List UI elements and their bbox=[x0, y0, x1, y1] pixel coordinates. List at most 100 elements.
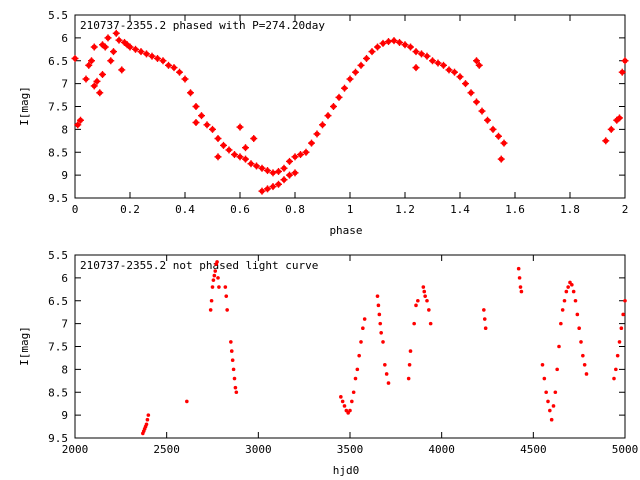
data-point bbox=[144, 422, 149, 427]
x-tick-label-top: 0.8 bbox=[285, 203, 305, 216]
data-point bbox=[489, 125, 497, 133]
data-point bbox=[110, 48, 117, 56]
data-point bbox=[414, 303, 418, 308]
x-tick-label-bottom: 4500 bbox=[520, 443, 547, 456]
data-point bbox=[319, 121, 326, 129]
data-point bbox=[351, 390, 356, 395]
data-point bbox=[232, 376, 237, 381]
data-point bbox=[132, 45, 139, 53]
data-point bbox=[231, 151, 238, 159]
x-axis-label-bottom: hjd0 bbox=[333, 464, 360, 477]
x-tick-label-bottom: 3500 bbox=[337, 443, 364, 456]
data-point bbox=[607, 125, 615, 133]
data-points-bottom bbox=[141, 260, 627, 436]
data-point bbox=[104, 34, 112, 42]
data-point bbox=[275, 180, 282, 188]
data-point bbox=[407, 43, 414, 51]
data-point bbox=[557, 344, 561, 349]
data-point bbox=[385, 38, 392, 46]
data-point bbox=[350, 399, 354, 404]
y-tick-label-top: 7.5 bbox=[48, 101, 68, 114]
data-point bbox=[412, 64, 420, 72]
data-point bbox=[203, 121, 211, 129]
x-tick-label-top: 1 bbox=[347, 203, 354, 216]
data-point bbox=[500, 139, 508, 147]
data-point bbox=[412, 48, 420, 56]
data-point bbox=[355, 367, 360, 372]
data-point bbox=[82, 75, 90, 83]
data-point bbox=[236, 123, 244, 131]
y-tick-label-bottom: 8.5 bbox=[48, 386, 68, 399]
data-point bbox=[374, 43, 381, 51]
data-point bbox=[542, 376, 547, 381]
data-point bbox=[422, 289, 427, 294]
data-point bbox=[544, 390, 548, 395]
x-tick-label-top: 0 bbox=[72, 203, 79, 216]
y-tick-label-top: 5.5 bbox=[48, 9, 68, 22]
data-point bbox=[462, 80, 469, 88]
data-point bbox=[101, 43, 109, 51]
data-point bbox=[291, 169, 299, 177]
data-point bbox=[390, 37, 398, 45]
data-point bbox=[352, 68, 359, 76]
data-points-top bbox=[71, 29, 629, 195]
data-point bbox=[621, 312, 625, 317]
data-point bbox=[551, 404, 556, 408]
data-point bbox=[353, 376, 358, 381]
x-tick-label-top: 1.4 bbox=[450, 203, 470, 216]
data-point bbox=[483, 326, 488, 331]
data-point bbox=[77, 116, 84, 124]
data-point bbox=[482, 308, 486, 312]
data-point bbox=[90, 82, 98, 90]
x-tick-label-bottom: 2500 bbox=[153, 443, 180, 456]
data-point bbox=[170, 64, 178, 72]
x-tick-label-bottom: 2000 bbox=[62, 443, 89, 456]
data-point bbox=[621, 57, 629, 65]
y-tick-label-bottom: 9 bbox=[61, 409, 68, 422]
data-point bbox=[359, 340, 363, 344]
data-point bbox=[575, 312, 580, 317]
data-point bbox=[230, 358, 235, 363]
data-point bbox=[236, 153, 244, 161]
data-point bbox=[416, 298, 420, 303]
data-point bbox=[383, 363, 387, 367]
x-tick-label-top: 1.8 bbox=[560, 203, 580, 216]
data-point bbox=[231, 367, 236, 372]
data-point bbox=[582, 363, 587, 367]
data-point bbox=[339, 395, 343, 399]
data-point bbox=[348, 408, 352, 413]
data-point bbox=[549, 417, 554, 422]
data-point bbox=[96, 89, 104, 97]
data-point bbox=[192, 119, 200, 127]
chart-title-bottom: 210737-2355.2 not phased light curve bbox=[80, 259, 318, 272]
data-point bbox=[143, 50, 150, 58]
data-point bbox=[198, 112, 205, 120]
data-point bbox=[584, 372, 589, 376]
data-point bbox=[250, 135, 258, 143]
data-point bbox=[378, 321, 383, 326]
y-axis-label-top: I[mag] bbox=[18, 86, 31, 126]
data-point bbox=[428, 321, 433, 326]
unphased-light-curve-panel: 210737-2355.2 not phased light curve hjd… bbox=[18, 249, 638, 477]
data-point bbox=[220, 141, 227, 149]
data-point bbox=[258, 164, 266, 172]
y-tick-label-bottom: 7.5 bbox=[48, 341, 68, 354]
data-point bbox=[546, 399, 550, 404]
data-point bbox=[362, 317, 367, 321]
data-point bbox=[341, 84, 348, 92]
x-tick-label-top: 0.2 bbox=[120, 203, 140, 216]
data-point bbox=[375, 294, 380, 298]
data-point bbox=[208, 308, 213, 312]
data-point bbox=[275, 167, 282, 175]
data-point bbox=[324, 112, 332, 120]
data-point bbox=[357, 61, 365, 69]
data-point bbox=[519, 289, 524, 294]
data-point bbox=[396, 38, 403, 46]
data-point bbox=[71, 54, 79, 62]
data-point bbox=[181, 75, 189, 83]
data-point bbox=[445, 66, 453, 74]
axis-ticks-bottom: 2000 2500 3000 3500 4000 4500 5000 5.5 6 6.5 7 7.5 8… bbox=[48, 249, 638, 456]
data-point bbox=[269, 183, 277, 191]
data-point bbox=[425, 298, 429, 303]
